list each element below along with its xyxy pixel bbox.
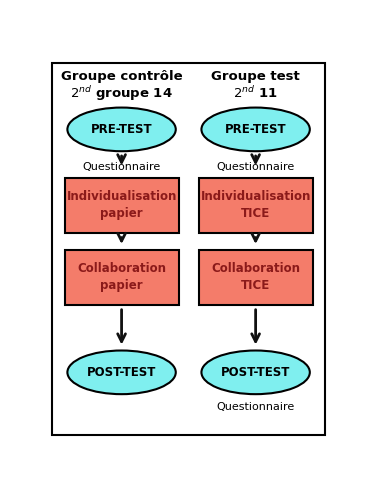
Text: PRE-TEST: PRE-TEST	[225, 123, 286, 136]
Text: Collaboration
papier: Collaboration papier	[77, 262, 166, 292]
FancyBboxPatch shape	[64, 178, 178, 233]
Text: Individualisation
TICE: Individualisation TICE	[201, 190, 311, 220]
Ellipse shape	[67, 107, 176, 151]
FancyBboxPatch shape	[52, 63, 325, 435]
Text: $2^{nd}$ groupe 14: $2^{nd}$ groupe 14	[70, 84, 173, 103]
FancyBboxPatch shape	[64, 250, 178, 305]
Text: $2^{nd}$ 11: $2^{nd}$ 11	[233, 85, 278, 101]
FancyBboxPatch shape	[199, 250, 313, 305]
Text: Individualisation
papier: Individualisation papier	[66, 190, 177, 220]
Text: Questionnaire: Questionnaire	[216, 401, 295, 412]
FancyBboxPatch shape	[199, 178, 313, 233]
Text: Groupe contrôle: Groupe contrôle	[61, 70, 183, 83]
Ellipse shape	[67, 351, 176, 394]
Ellipse shape	[201, 107, 310, 151]
Ellipse shape	[201, 351, 310, 394]
Text: Questionnaire: Questionnaire	[216, 162, 295, 172]
Text: PRE-TEST: PRE-TEST	[91, 123, 152, 136]
Text: Groupe test: Groupe test	[211, 70, 300, 83]
Text: Questionnaire: Questionnaire	[82, 162, 161, 172]
Text: Collaboration
TICE: Collaboration TICE	[211, 262, 300, 292]
Text: POST-TEST: POST-TEST	[87, 366, 156, 379]
Text: POST-TEST: POST-TEST	[221, 366, 290, 379]
